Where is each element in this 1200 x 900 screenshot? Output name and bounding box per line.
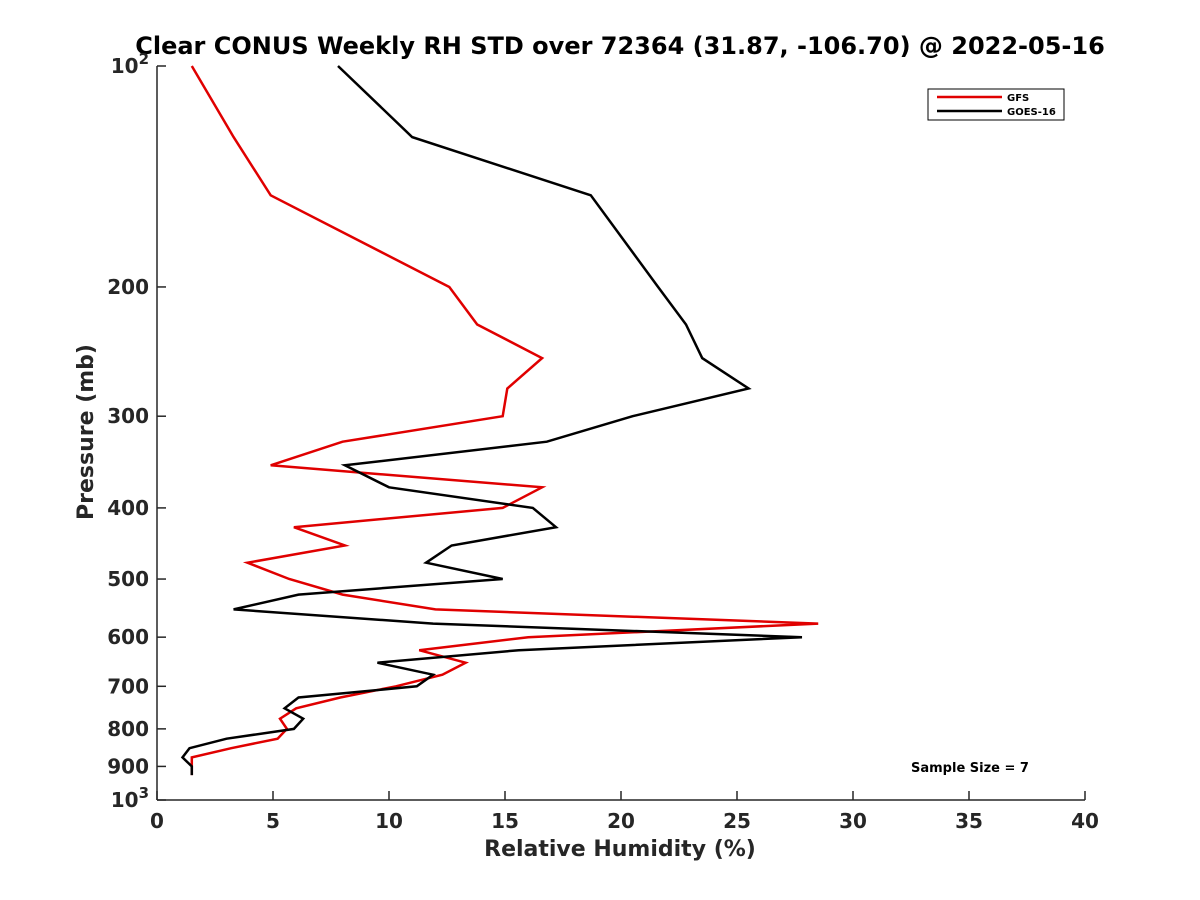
y-tick-label: 800	[107, 717, 149, 741]
y-tick-label: 600	[107, 625, 149, 649]
legend-label-goes16: GOES-16	[1007, 107, 1056, 118]
chart-title: Clear CONUS Weekly RH STD over 72364 (31…	[135, 32, 1105, 60]
series-line-goes-16	[180, 65, 803, 776]
y-tick-label: 200	[107, 275, 149, 299]
legend-box	[927, 88, 1065, 121]
x-axis-label: Relative Humidity (%)	[484, 837, 756, 862]
series-line-gfs	[190, 65, 819, 776]
plot-area: 0 5 10 15 20 25 30 35 40 102 200 300 400 500 600 700 800…	[107, 50, 1099, 833]
y-tick-label: 700	[107, 674, 149, 698]
x-tick-label: 15	[491, 809, 519, 833]
y-tick-label: 500	[107, 567, 149, 591]
x-tick-label: 30	[839, 809, 867, 833]
x-tick-label: 5	[266, 809, 280, 833]
legend-label-gfs: GFS	[1007, 93, 1029, 104]
y-tick-label: 900	[107, 754, 149, 778]
series-layer	[180, 65, 819, 776]
y-axis-label: Pressure (mb)	[74, 344, 99, 520]
axes-layer: 0 5 10 15 20 25 30 35 40 102 200 300 400 500 600 700 800…	[107, 50, 1099, 833]
legend: GFS GOES-16	[927, 88, 1065, 121]
x-tick-label: 25	[723, 809, 751, 833]
x-tick-label: 0	[150, 809, 164, 833]
x-tick-label: 10	[375, 809, 403, 833]
y-tick-label: 400	[107, 496, 149, 520]
x-tick-label: 35	[955, 809, 983, 833]
x-tick-label: 20	[607, 809, 635, 833]
y-tick-label: 102	[111, 50, 149, 78]
x-tick-label: 40	[1071, 809, 1099, 833]
y-tick-label: 103	[111, 784, 149, 812]
sample-size-annotation: Sample Size = 7	[911, 761, 1029, 776]
y-tick-label: 300	[107, 404, 149, 428]
